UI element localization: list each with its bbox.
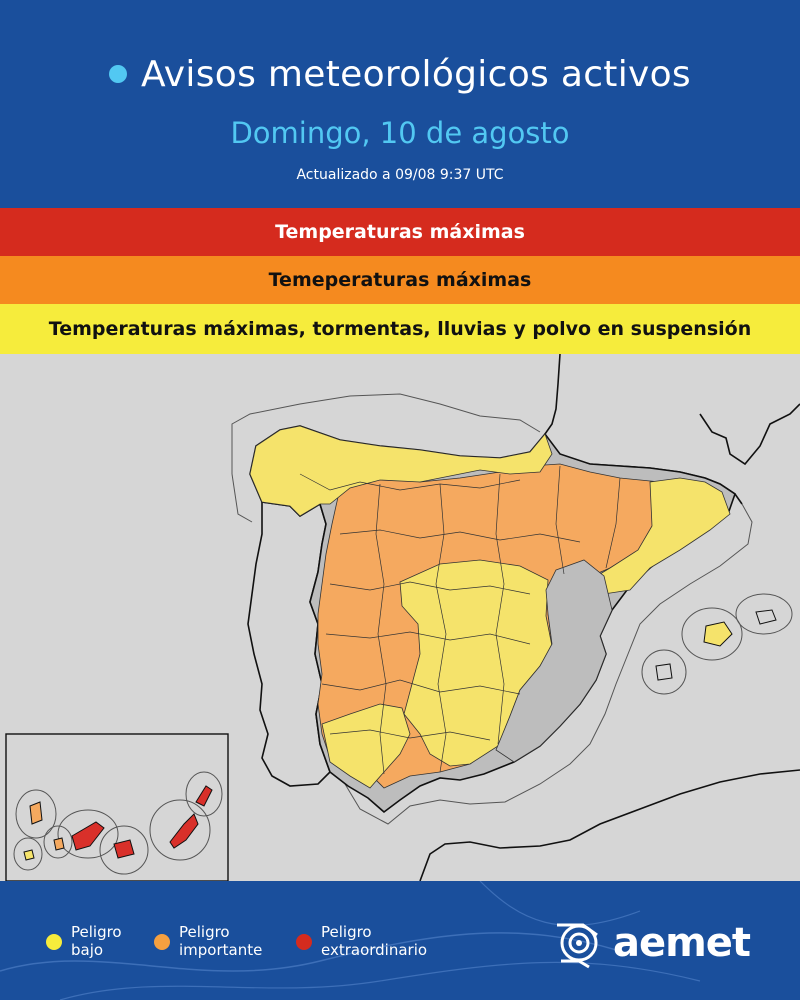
legend-dot-yellow-icon: [46, 934, 62, 950]
page-title: Avisos meteorológicos activos: [140, 53, 691, 95]
legend-dot-red-icon: [296, 934, 312, 950]
zone-bajo-southwest: [321, 703, 411, 789]
legend-item-bajo: Peligro bajo: [46, 923, 122, 959]
aemet-logo-icon: [557, 923, 598, 969]
legend-label: Peligro importante: [179, 923, 263, 959]
warning-band-bajo: Temperaturas máximas, tormentas, lluvias…: [0, 304, 800, 354]
province-lines: [299, 465, 621, 775]
map-svg: [5, 354, 800, 881]
aemet-logo-text: aemet: [613, 920, 751, 966]
legend-item-extraordinario: Peligro extraordinario: [296, 923, 427, 959]
header: Avisos meteorológicos activos Domingo, 1…: [0, 0, 800, 207]
maritime-zones: [231, 393, 753, 825]
footer-wave-decoration: [0, 881, 701, 1000]
canary-inset: [5, 733, 229, 881]
title-dot-icon: [108, 65, 127, 83]
legend-label: Peligro extraordinario: [321, 923, 428, 959]
coast-north: [699, 403, 800, 466]
zone-none-east: [495, 559, 613, 763]
legend-item-importante: Peligro importante: [154, 923, 262, 959]
aemet-logo: aemet: [553, 917, 751, 969]
warning-map[interactable]: [0, 354, 800, 881]
zone-bajo-northeast: [589, 477, 731, 595]
date-heading: Domingo, 10 de agosto: [230, 116, 570, 150]
africa-coast: [419, 769, 800, 881]
warning-band-importante: Temeperaturas máximas: [0, 256, 800, 304]
footer: Peligro bajo Peligro importante Peligro …: [0, 881, 800, 1000]
legend-dot-orange-icon: [154, 934, 170, 950]
warning-band-extraordinario: Temperaturas máximas: [0, 208, 800, 256]
legend-label: Peligro bajo: [71, 923, 122, 959]
updated-timestamp: Actualizado a 09/08 9:37 UTC: [296, 167, 504, 183]
title-row: Avisos meteorológicos activos: [0, 46, 800, 102]
zone-bajo-galicia-north: [249, 425, 553, 517]
balearic-islands: [641, 593, 793, 695]
